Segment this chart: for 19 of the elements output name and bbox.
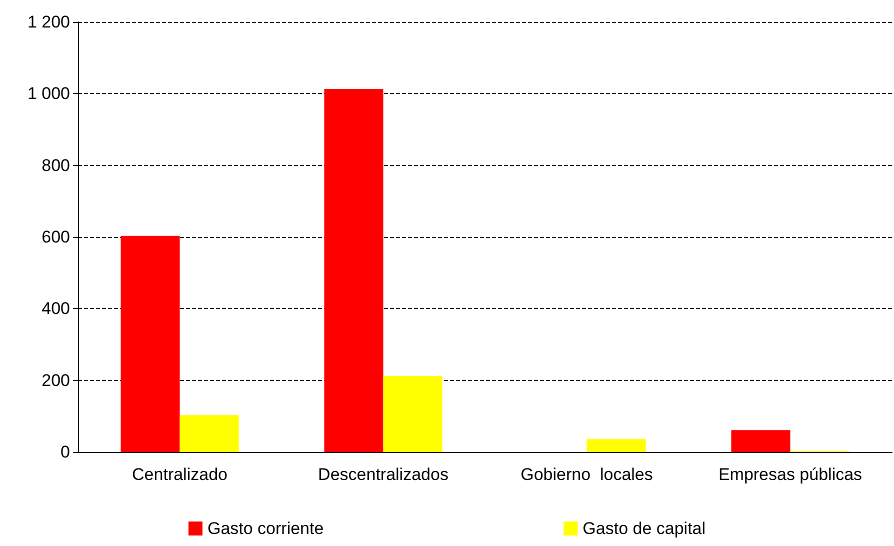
y-tick-label: 800 <box>42 156 70 175</box>
x-tick-label: Gobierno locales <box>520 465 653 484</box>
bar <box>180 415 239 452</box>
y-tick-label: 1 200 <box>27 12 70 32</box>
x-tick-label: Empresas públicas <box>718 465 862 484</box>
y-tick-label: 400 <box>42 299 70 318</box>
legend-label: Gasto corriente <box>207 519 324 538</box>
y-tick-label: 1 000 <box>27 84 70 104</box>
y-tick-label: 600 <box>42 228 70 246</box>
bar <box>324 89 384 452</box>
bar <box>586 439 646 452</box>
y-tick-label: 0 <box>60 442 70 462</box>
legend-label: Gasto de capital <box>582 519 706 538</box>
x-tick-label: Centralizado <box>132 465 228 484</box>
bar <box>120 236 180 452</box>
y-tick-label: 200 <box>42 370 70 390</box>
x-tick-label: Descentralizados <box>318 465 448 484</box>
bar <box>383 376 442 452</box>
bar <box>731 430 790 452</box>
